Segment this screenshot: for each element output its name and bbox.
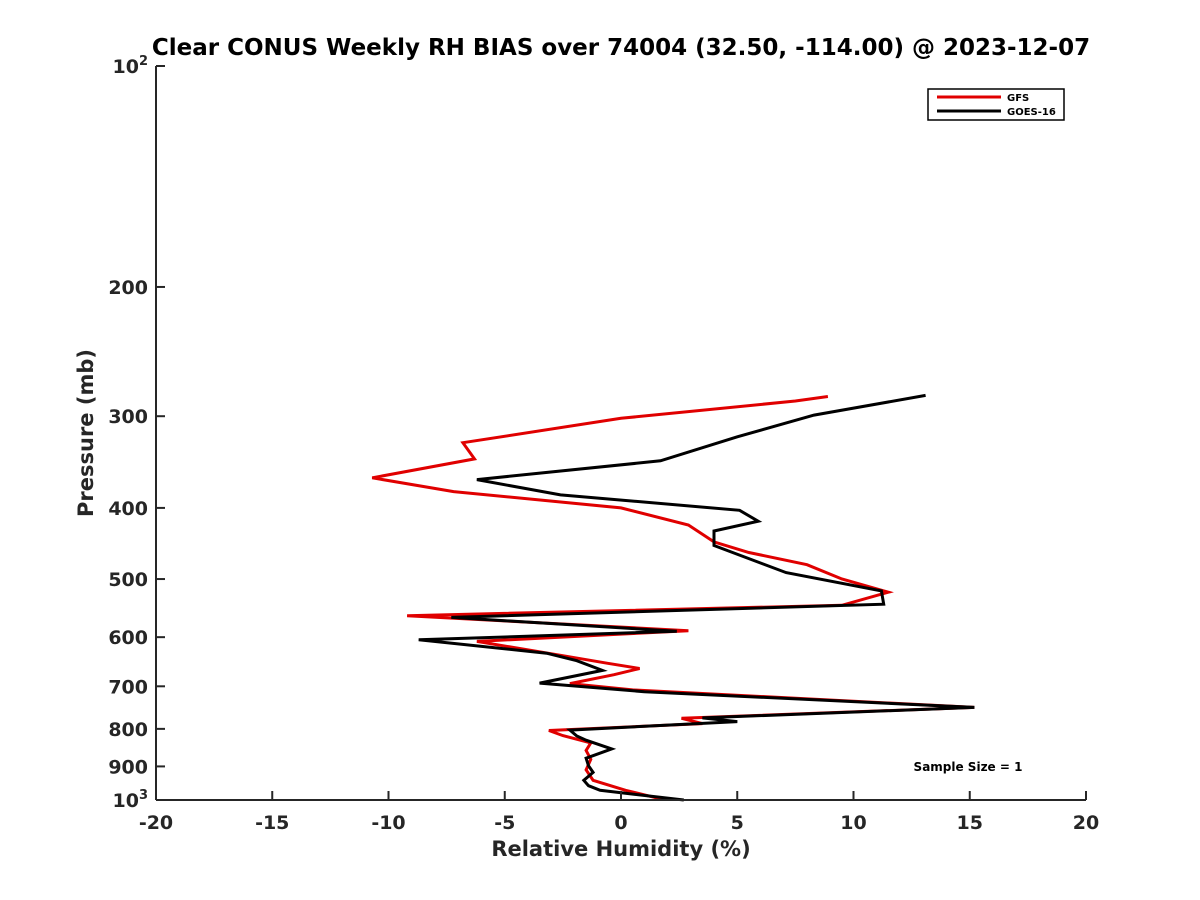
y-tick-label: 200: [108, 277, 148, 299]
sample-size-annotation: Sample Size = 1: [914, 760, 1023, 774]
x-tick-label: -10: [371, 812, 405, 834]
y-tick-label: 400: [108, 498, 148, 520]
x-ticks: -20 -15 -10 -5 0 5 10 15 20: [139, 791, 1099, 834]
y-tick-label: 800: [108, 719, 148, 741]
x-tick-label: 20: [1073, 812, 1099, 834]
x-axis-label: Relative Humidity (%): [491, 837, 750, 861]
x-tick-label: -5: [494, 812, 515, 834]
y-axis-label: Pressure (mb): [74, 349, 98, 517]
series-line-gfs: [371, 395, 975, 801]
y-ticks: 102 200 300 400 500 600 700 800 900 103: [108, 54, 165, 812]
series-layer: [371, 393, 975, 802]
legend-label-gfs: GFS: [1007, 93, 1029, 104]
x-tick-label: 0: [614, 812, 627, 834]
series-line-goes16: [418, 393, 975, 802]
legend-label-goes16: GOES-16: [1007, 107, 1056, 118]
y-tick-label: 900: [108, 756, 148, 778]
x-tick-label: -15: [255, 812, 289, 834]
x-tick-label: 10: [840, 812, 866, 834]
legend-box: [927, 88, 1065, 121]
y-tick-label: 102: [113, 54, 149, 78]
y-tick-label: 600: [108, 627, 148, 649]
legend: GFS GOES-16: [927, 88, 1065, 121]
y-tick-label: 500: [108, 569, 148, 591]
chart-title: Clear CONUS Weekly RH BIAS over 74004 (3…: [152, 35, 1090, 61]
x-tick-label: -20: [139, 812, 173, 834]
y-tick-label: 300: [108, 406, 148, 428]
x-tick-label: 15: [957, 812, 983, 834]
x-tick-label: 5: [731, 812, 744, 834]
y-tick-label: 700: [108, 676, 148, 698]
y-tick-label: 103: [113, 788, 149, 812]
